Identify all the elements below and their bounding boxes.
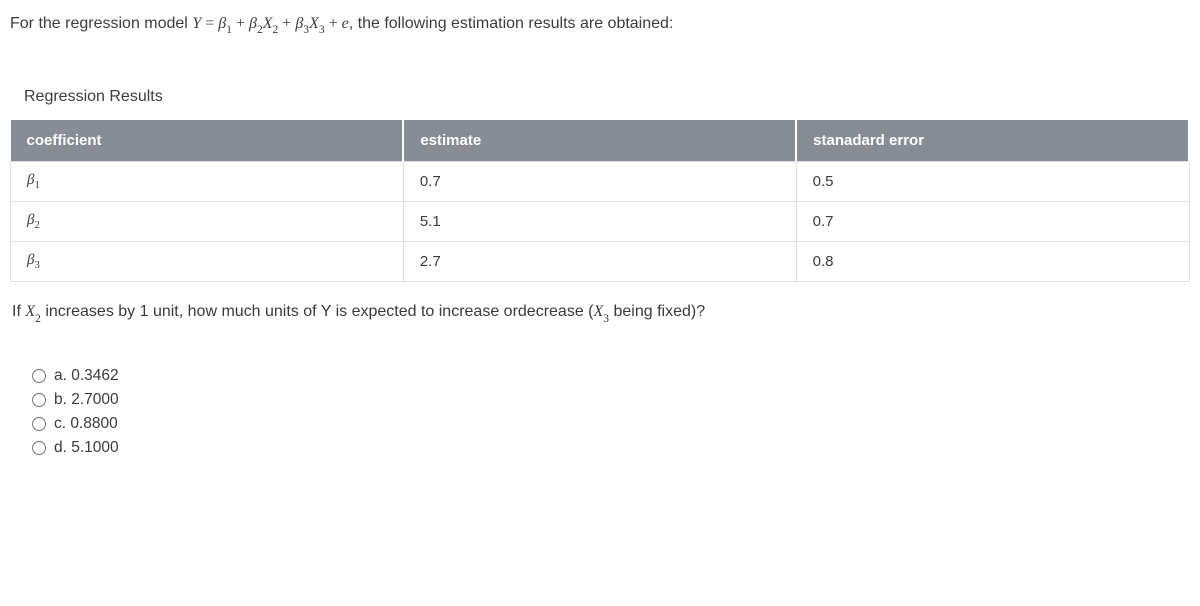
option-d-radio[interactable] (32, 441, 46, 455)
followup-after-x3: being fixed)? (609, 303, 705, 320)
col-stderr: stanadard error (796, 120, 1189, 162)
regression-table: coefficient estimate stanadard error β1 … (10, 120, 1190, 282)
table-row: β3 2.7 0.8 (11, 242, 1190, 282)
table-row: β2 5.1 0.7 (11, 202, 1190, 242)
cell-estimate: 2.7 (403, 242, 796, 282)
col-coefficient: coefficient (11, 120, 404, 162)
cell-estimate: 5.1 (403, 202, 796, 242)
option-b[interactable]: b. 2.7000 (32, 391, 1190, 409)
followup-x3: X3 (594, 303, 610, 320)
option-c-radio[interactable] (32, 417, 46, 431)
option-a[interactable]: a. 0.3462 (32, 367, 1190, 385)
question-intro: For the regression model Y = β1 + β2X2 +… (10, 8, 1190, 42)
table-header-row: coefficient estimate stanadard error (11, 120, 1190, 162)
cell-coef: β3 (11, 242, 404, 282)
option-b-label: b. 2.7000 (54, 391, 119, 409)
option-c[interactable]: c. 0.8800 (32, 415, 1190, 433)
table-caption: Regression Results (10, 78, 1190, 120)
intro-prefix: For the regression model (10, 15, 192, 32)
followup-x2: X2 (25, 303, 41, 320)
option-d[interactable]: d. 5.1000 (32, 439, 1190, 457)
option-d-label: d. 5.1000 (54, 439, 119, 457)
intro-suffix: , the following estimation results are o… (349, 15, 674, 32)
cell-coef: β1 (11, 162, 404, 202)
cell-stderr: 0.8 (796, 242, 1189, 282)
option-a-radio[interactable] (32, 369, 46, 383)
answer-options: a. 0.3462 b. 2.7000 c. 0.8800 d. 5.1000 (10, 367, 1190, 457)
col-estimate: estimate (403, 120, 796, 162)
intro-equation: Y = β1 + β2X2 + β3X3 + e (192, 15, 348, 32)
cell-stderr: 0.7 (796, 202, 1189, 242)
cell-stderr: 0.5 (796, 162, 1189, 202)
table-row: β1 0.7 0.5 (11, 162, 1190, 202)
cell-coef: β2 (11, 202, 404, 242)
option-b-radio[interactable] (32, 393, 46, 407)
option-a-label: a. 0.3462 (54, 367, 119, 385)
followup-prefix: If (12, 303, 25, 320)
option-c-label: c. 0.8800 (54, 415, 118, 433)
followup-question: If X2 increases by 1 unit, how much unit… (10, 300, 1190, 326)
cell-estimate: 0.7 (403, 162, 796, 202)
followup-mid: increases by 1 unit, how much units of Y… (45, 303, 593, 320)
